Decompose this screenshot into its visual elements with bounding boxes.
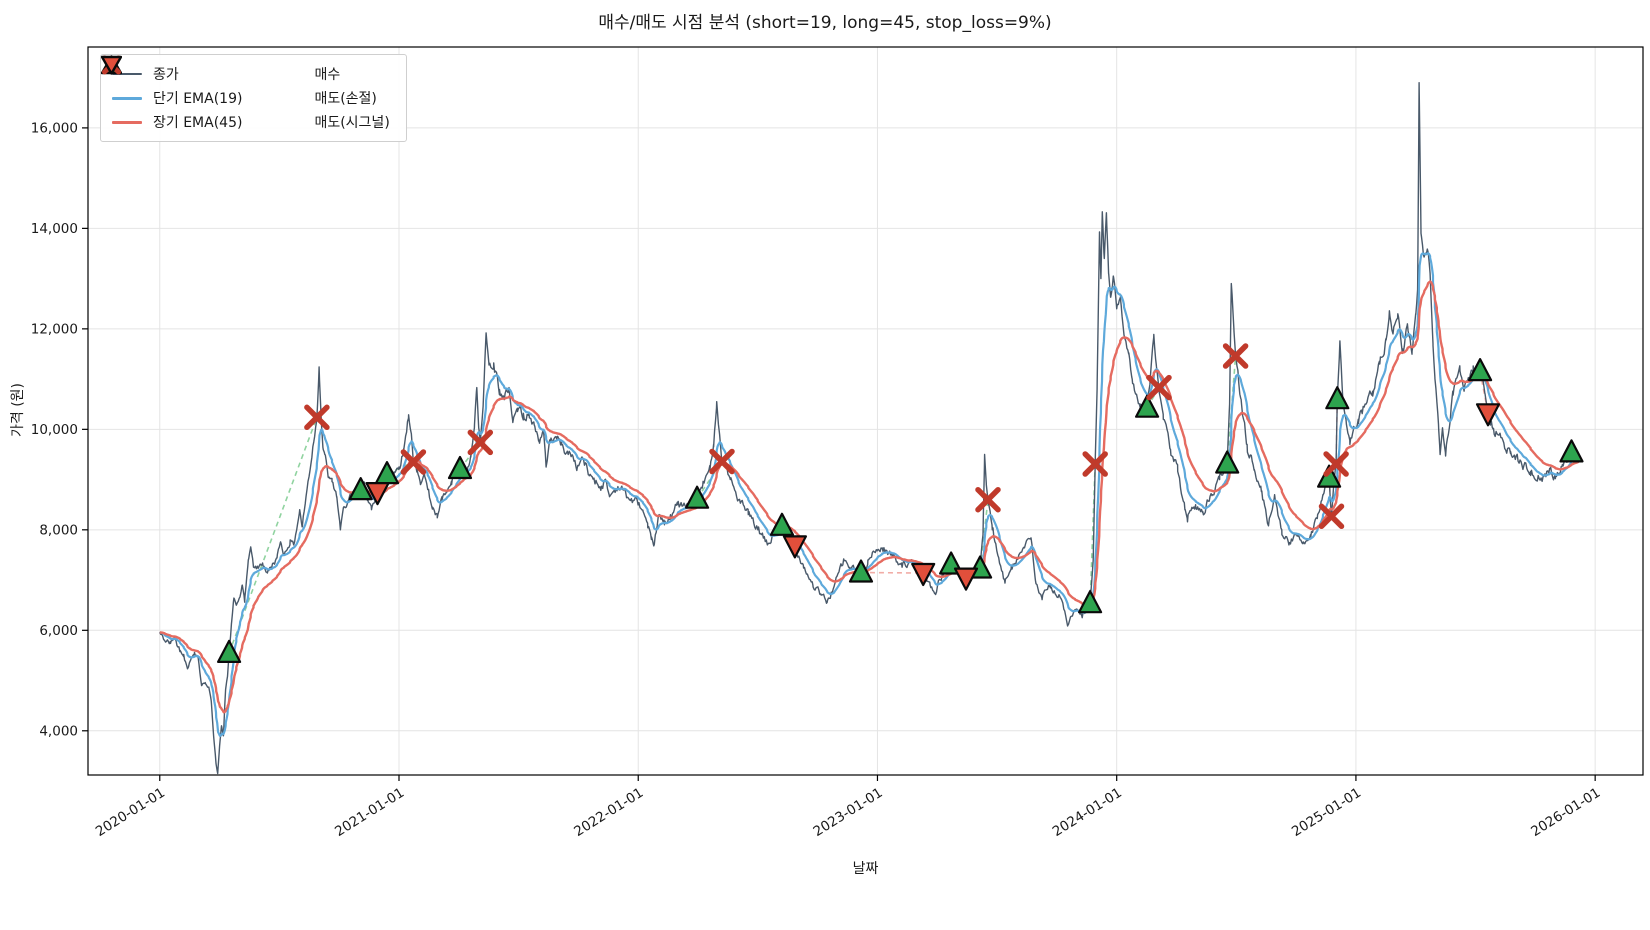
sell-stoploss-marker [1318, 503, 1345, 530]
x-tick-label: 2025-01-01 [1289, 785, 1364, 840]
legend-label: 매도(손절) [314, 91, 377, 107]
y-tick-label: 8,000 [39, 522, 78, 538]
legend-label: 장기 EMA(45) [153, 115, 243, 131]
buy-marker [447, 455, 473, 480]
y-axis-label: 가격 (원) [10, 383, 26, 438]
sell-stoploss-marker [1146, 374, 1172, 401]
buy-marker [1325, 386, 1350, 410]
legend-item-marker-x: 매도(손절) [102, 55, 389, 110]
sell-stoploss-marker [304, 404, 330, 431]
y-tick-label: 4,000 [39, 723, 78, 739]
sell-stoploss-marker [400, 449, 427, 475]
buy-marker [769, 512, 795, 536]
sell-stoploss-marker [1082, 451, 1108, 477]
x-tick-label: 2020-01-01 [93, 785, 168, 840]
buy-marker [848, 559, 874, 583]
y-tick-label: 14,000 [31, 221, 78, 237]
buy-marker [1215, 450, 1240, 474]
x-tick-label: 2023-01-01 [811, 785, 886, 840]
sell-signal-marker [953, 567, 979, 591]
y-tick-label: 6,000 [39, 623, 78, 639]
x-axis-label: 날짜 [852, 861, 879, 877]
legend-label: 단기 EMA(19) [153, 91, 243, 107]
chart-title: 매수/매도 시점 분석 (short=19, long=45, stop_los… [598, 13, 1052, 33]
legend-label: 종가 [153, 67, 179, 83]
sell-stoploss-marker [1323, 451, 1349, 477]
legend-item-marker-triangle-up: 매수 [101, 55, 389, 86]
legend-item-line-0: 종가 [111, 62, 242, 86]
legend-label: 매도(시그널) [314, 115, 390, 131]
ema-line-swatch [111, 120, 143, 124]
plot-border [87, 46, 1644, 776]
sell-signal-marker [782, 535, 808, 559]
ema-line-swatch [111, 96, 143, 100]
sell-signal-marker [911, 562, 936, 587]
buy-marker [348, 477, 373, 501]
y-tick-label: 16,000 [31, 120, 78, 136]
x-tick-label: 2024-01-01 [1050, 785, 1125, 840]
buy-marker [1559, 439, 1584, 463]
sell-stoploss-marker [1222, 343, 1249, 369]
y-tick-label: 10,000 [31, 422, 78, 438]
sell-stoploss-marker [467, 429, 494, 456]
buy-marker [1134, 394, 1160, 418]
sell-signal-marker [365, 482, 390, 506]
buy-marker [1316, 464, 1342, 488]
legend-item-marker-triangle-down: 매도(시그널) [101, 55, 390, 134]
buy-marker [1467, 358, 1493, 382]
buy-marker [1077, 590, 1103, 614]
legend-item-line-2: 장기 EMA(45) [111, 110, 242, 134]
sell-stoploss-marker [709, 448, 735, 475]
x-tick-label: 2022-01-01 [571, 785, 646, 840]
x-tick-label: 2026-01-01 [1528, 785, 1603, 840]
x-tick-label: 2021-01-01 [332, 785, 407, 840]
trade-connector-win [228, 417, 318, 654]
buy-marker [217, 639, 242, 664]
sell-signal-marker [1475, 403, 1501, 427]
legend-label: 매수 [314, 67, 341, 83]
price-line-swatch [111, 73, 143, 75]
y-tick-label: 12,000 [31, 321, 78, 337]
legend-item-line-1: 단기 EMA(19) [111, 86, 242, 110]
trade-connector-loss [860, 571, 924, 574]
sell-stoploss-marker [975, 486, 1001, 513]
buy-marker [684, 485, 710, 509]
